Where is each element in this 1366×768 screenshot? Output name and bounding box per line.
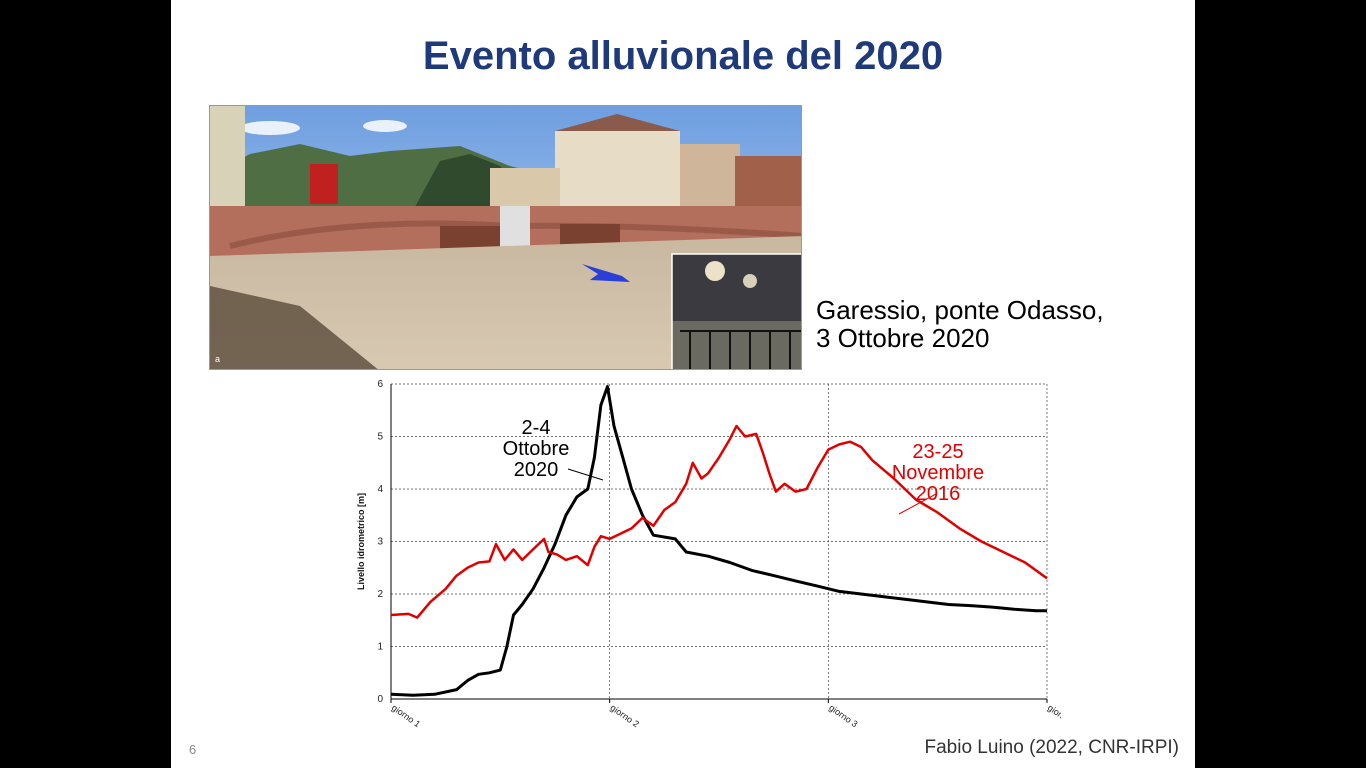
y-tick-label: 3	[377, 537, 383, 548]
y-tick-label: 6	[377, 379, 383, 390]
bridge-photo: a	[209, 105, 802, 370]
slide-number: 6	[189, 742, 197, 757]
photo-caption: Garessio, ponte Odasso, 3 Ottobre 2020	[816, 296, 1104, 352]
y-tick-label: 0	[377, 694, 383, 705]
photo-label: a	[215, 354, 220, 364]
series-line-novembre-2016	[390, 424, 1048, 619]
annotation-ottobre-2020-line: 2020	[514, 459, 559, 481]
caption-line-2: 3 Ottobre 2020	[816, 323, 990, 353]
y-tick-label: 2	[377, 589, 383, 600]
x-tick-label: giorno 2	[609, 702, 641, 729]
caption-line-1: Garessio, ponte Odasso,	[816, 295, 1104, 325]
x-tick-label: giorno 4	[1046, 702, 1061, 729]
slide-title: Evento alluvionale del 2020	[422, 34, 944, 78]
series-line-ottobre-2020	[390, 385, 1047, 697]
x-tick-label: giorno 1	[390, 702, 422, 729]
annotation-novembre-2016-line: 23-25	[912, 441, 963, 463]
annotation-ottobre-2020-leader	[567, 468, 604, 481]
bridge-photo-illustration: a	[210, 106, 801, 369]
annotation-novembre-2016-leader	[898, 493, 937, 515]
y-tick-label: 5	[377, 432, 383, 443]
annotation-ottobre-2020-line: 2-4	[522, 417, 551, 439]
annotation-novembre-2016-line: Novembre	[892, 462, 984, 484]
chart-svg: 0 1 2 3 4 5 6 giorno 1 giorno 2 giorno 3 giorno 4 L…	[356, 379, 1078, 729]
slide: Evento alluvionale del 2020	[171, 0, 1195, 768]
y-tick-label: 1	[377, 642, 383, 653]
y-axis-label: Livello idrometrico [m]	[356, 493, 366, 590]
y-tick-label: 4	[377, 484, 383, 495]
water-level-chart: 0 1 2 3 4 5 6 giorno 1 giorno 2 giorno 3 giorno 4 L…	[281, 372, 1078, 752]
credit-text: Fabio Luino (2022, CNR-IRPI)	[924, 737, 1180, 758]
x-tick-label: giorno 3	[827, 702, 859, 729]
annotation-ottobre-2020-line: Ottobre	[503, 438, 570, 460]
